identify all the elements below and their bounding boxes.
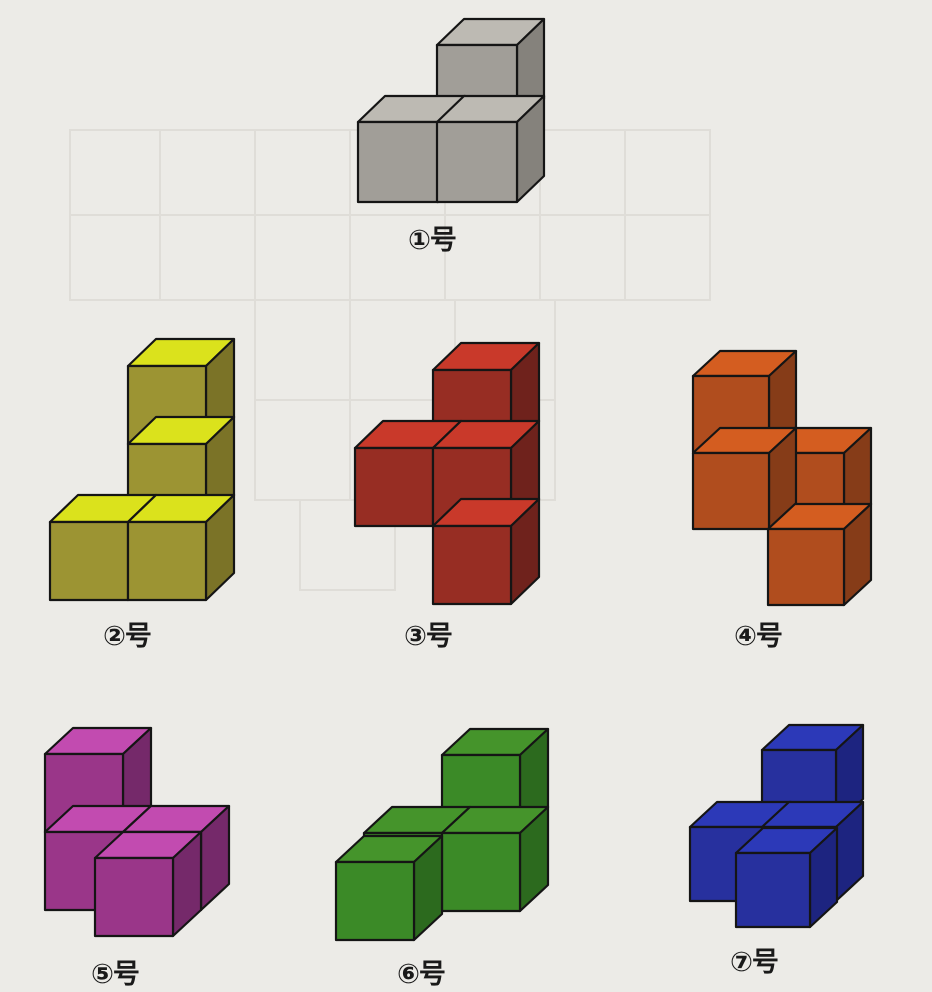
piece-5-label: ⑤号 (91, 959, 140, 990)
cube-front-face (766, 527, 846, 607)
cube-3 (440, 805, 550, 913)
cube-4 (734, 826, 839, 929)
cube-front-face (334, 860, 416, 942)
cube-3 (435, 94, 546, 204)
piece-6-label: ⑥号 (397, 959, 446, 990)
cube-4 (93, 830, 203, 938)
cube-4 (431, 497, 541, 606)
cube-front-face (431, 524, 513, 606)
piece-2-label: ②号 (103, 621, 152, 652)
piece-3-label: ③号 (404, 621, 453, 652)
cube-4 (334, 834, 444, 942)
piece-7-label: ⑦号 (730, 947, 779, 978)
cube-front-face (126, 520, 208, 602)
cube-front-face (93, 856, 175, 938)
piece-4-label: ④号 (734, 621, 783, 652)
cube-front-face (435, 120, 519, 204)
cube-4 (766, 502, 873, 607)
piece-1-label: ①号 (408, 225, 457, 256)
cube-front-face (734, 851, 812, 929)
cube-4 (126, 493, 236, 602)
cube-3 (691, 426, 798, 531)
